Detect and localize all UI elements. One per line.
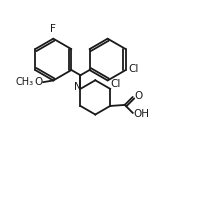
Text: F: F <box>50 24 56 34</box>
Text: N: N <box>74 82 82 92</box>
Text: O: O <box>134 91 143 101</box>
Text: OH: OH <box>134 109 150 119</box>
Text: Cl: Cl <box>111 79 121 89</box>
Text: O: O <box>35 77 43 87</box>
Text: CH₃: CH₃ <box>15 77 33 87</box>
Text: Cl: Cl <box>129 64 139 74</box>
